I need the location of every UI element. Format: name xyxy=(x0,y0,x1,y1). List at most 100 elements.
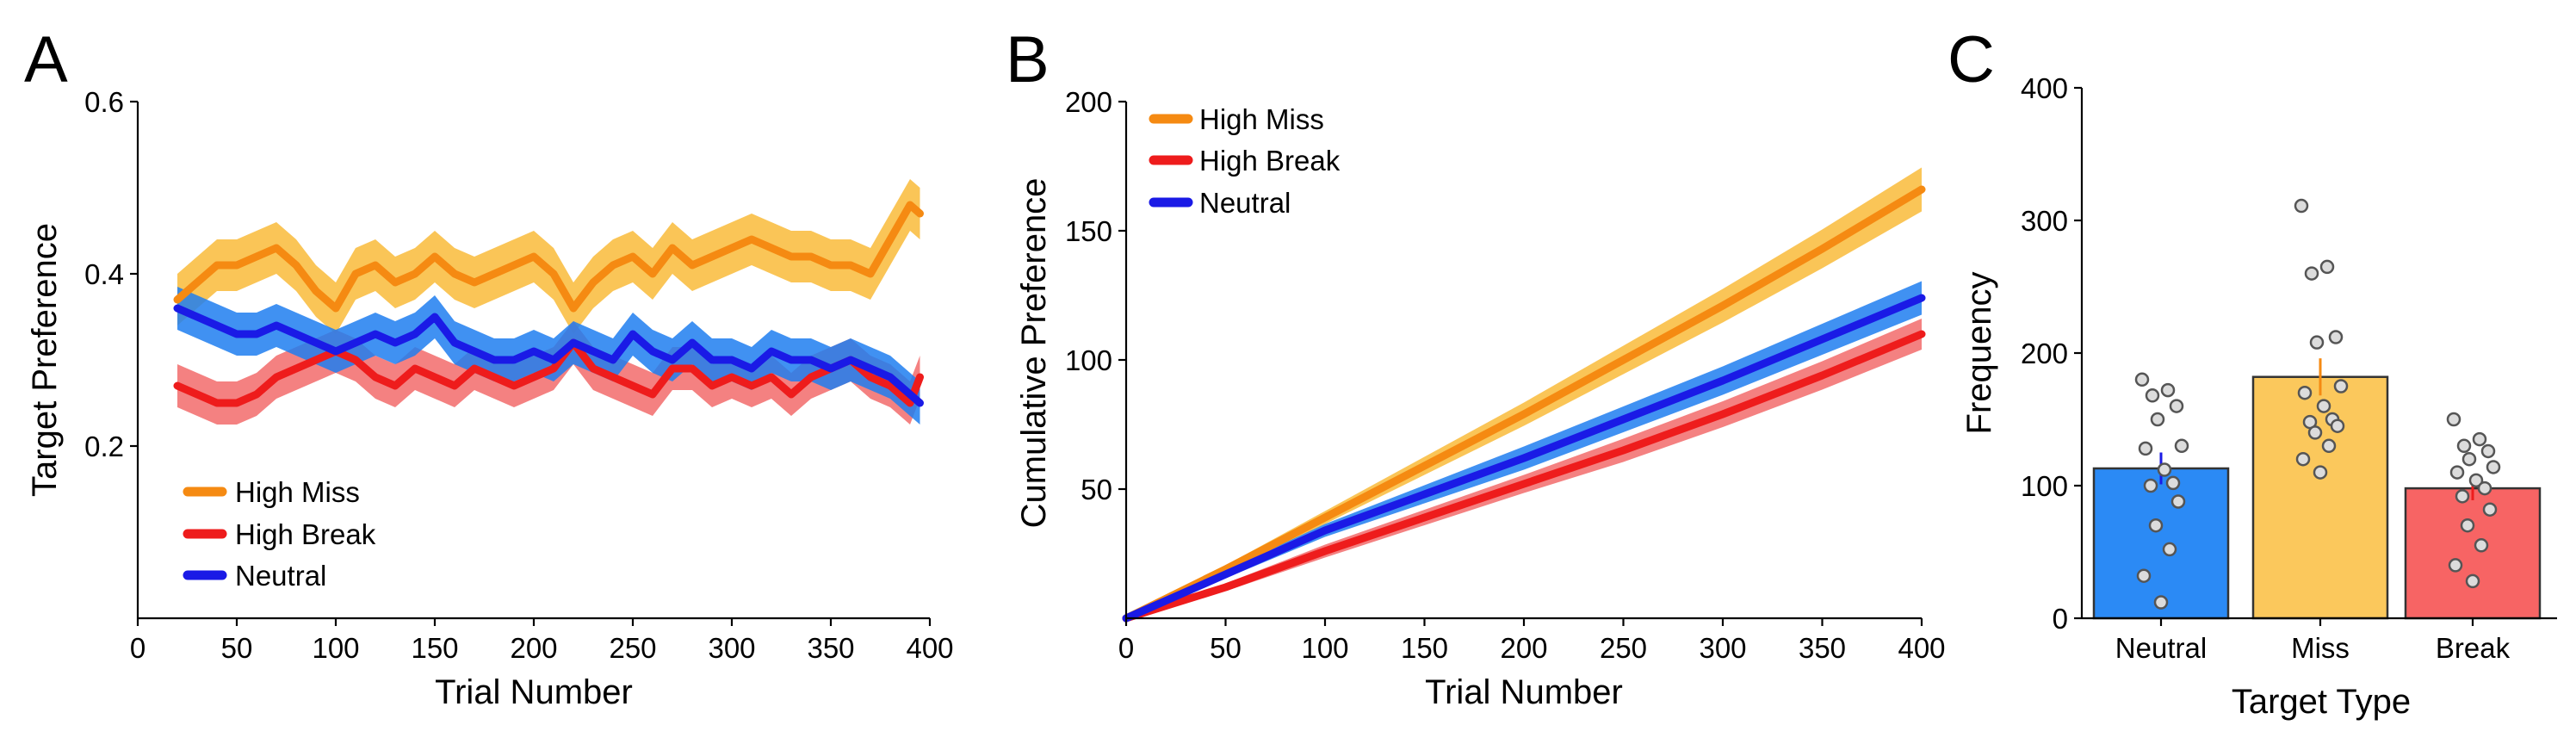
y-tick-label: 0 xyxy=(2053,603,2068,635)
y-tick-label: 0.4 xyxy=(84,258,124,290)
data-point-break xyxy=(2482,502,2498,517)
data-point-neutral xyxy=(2165,475,2181,491)
data-point-miss xyxy=(2309,335,2325,350)
x-tick-label: Miss xyxy=(2291,632,2350,664)
panel-a-x-label: Trial Number xyxy=(435,673,633,711)
legend-label-neutral: Neutral xyxy=(235,560,326,592)
x-tick-label: 50 xyxy=(1210,632,1242,664)
data-point-miss xyxy=(2294,198,2309,214)
y-tick-label: 150 xyxy=(1065,215,1112,247)
x-tick-label: 150 xyxy=(411,632,458,664)
panel-a-legend: High Miss High Break Neutral xyxy=(183,476,376,592)
data-point-break xyxy=(2460,518,2475,533)
data-point-neutral xyxy=(2153,595,2169,610)
x-tick-label: 200 xyxy=(1500,632,1547,664)
x-tick-label: 150 xyxy=(1401,632,1448,664)
y-tick-label: 400 xyxy=(2021,72,2068,104)
data-point-neutral xyxy=(2150,412,2165,427)
data-point-miss xyxy=(2295,451,2311,467)
data-point-neutral xyxy=(2134,372,2150,387)
data-point-miss xyxy=(2330,418,2345,433)
data-point-miss xyxy=(2319,259,2335,275)
data-point-neutral xyxy=(2170,494,2186,509)
data-point-neutral xyxy=(2174,438,2189,454)
data-point-break xyxy=(2465,573,2480,589)
x-tick-label: 400 xyxy=(1898,632,1945,664)
panel-b-x-label: Trial Number xyxy=(1425,673,1623,711)
data-point-break xyxy=(2472,431,2487,447)
panel-c: C Neutral Miss Break 0 100 200 300 400 Target … xyxy=(1947,23,2557,721)
data-point-miss xyxy=(2333,379,2349,394)
panel-a-x-ticks: 0 50 100 150 200 250 300 350 400 xyxy=(130,618,954,664)
x-tick-label: 300 xyxy=(1699,632,1746,664)
data-point-break xyxy=(2477,480,2492,496)
line-high-break xyxy=(1122,330,1926,623)
bar-break xyxy=(2404,487,2542,620)
panel-c-y-ticks: 0 100 200 300 400 xyxy=(2021,72,2082,635)
legend-label-high-break: High Break xyxy=(235,518,376,550)
panel-a-plot-area xyxy=(173,179,924,425)
data-point-break xyxy=(2468,473,2484,488)
data-point-miss xyxy=(2316,399,2331,413)
data-point-break xyxy=(2486,460,2501,474)
line-high-break xyxy=(173,338,924,407)
x-tick-label: 100 xyxy=(1301,632,1348,664)
data-point-neutral xyxy=(2160,382,2176,398)
x-tick-label: 250 xyxy=(609,632,656,664)
line-high-miss xyxy=(173,201,924,313)
x-tick-label: 400 xyxy=(906,632,953,664)
x-tick-label: 250 xyxy=(1600,632,1647,664)
data-point-miss xyxy=(2304,266,2319,281)
y-tick-label: 200 xyxy=(2021,338,2068,369)
panel-a-y-ticks: 0.2 0.4 0.6 xyxy=(84,86,138,462)
legend-label-high-break: High Break xyxy=(1199,145,1341,177)
x-tick-label: Neutral xyxy=(2115,632,2207,664)
line-neutral xyxy=(173,304,924,407)
panel-a: A 0 50 100 150 200 250 300 350 400 0.2 0.4 0.6 Tri… xyxy=(24,23,954,711)
panel-b-y-ticks: 50 100 150 200 xyxy=(1065,86,1126,505)
panel-c-letter: C xyxy=(1947,23,1995,96)
data-point-neutral xyxy=(2148,518,2164,533)
y-tick-label: 100 xyxy=(1065,344,1112,376)
data-point-miss xyxy=(2307,425,2323,440)
panel-c-y-label: Frequency xyxy=(1960,272,1998,435)
panel-b-plot-area xyxy=(1122,167,1926,623)
x-tick-label: 300 xyxy=(708,632,755,664)
data-point-break xyxy=(2480,443,2496,459)
x-tick-label: 0 xyxy=(130,632,146,664)
data-point-break xyxy=(2448,558,2463,573)
data-point-neutral xyxy=(2157,462,2172,477)
legend-label-high-miss: High Miss xyxy=(1199,103,1324,135)
y-tick-label: 50 xyxy=(1081,474,1112,505)
data-point-break xyxy=(2461,451,2477,467)
data-point-miss xyxy=(2297,385,2313,400)
data-point-miss xyxy=(2328,330,2344,344)
y-tick-label: 0.2 xyxy=(84,431,124,462)
data-point-break xyxy=(2449,465,2465,480)
legend-label-high-miss: High Miss xyxy=(235,476,360,508)
data-point-neutral xyxy=(2136,568,2152,583)
data-point-break xyxy=(2446,412,2461,427)
data-point-neutral xyxy=(2162,542,2177,557)
panel-b-y-label: Cumulative Preference xyxy=(1015,178,1053,529)
data-point-miss xyxy=(2321,438,2337,454)
data-point-break xyxy=(2455,489,2470,504)
panel-b-legend: High Miss High Break Neutral xyxy=(1149,103,1341,219)
panel-b-letter: B xyxy=(1006,23,1050,96)
line-high-miss xyxy=(1122,185,1926,623)
data-point-break xyxy=(2456,438,2472,454)
y-tick-label: 0.6 xyxy=(84,86,124,118)
x-tick-label: 200 xyxy=(510,632,557,664)
band-high-miss xyxy=(177,179,920,334)
legend-label-neutral: Neutral xyxy=(1199,187,1291,219)
x-tick-label: Break xyxy=(2436,632,2511,664)
y-tick-label: 100 xyxy=(2021,470,2068,502)
panel-c-x-ticks: Neutral Miss Break xyxy=(2115,618,2511,664)
x-tick-label: 100 xyxy=(312,632,359,664)
data-point-neutral xyxy=(2138,441,2153,456)
data-point-neutral xyxy=(2145,388,2160,403)
panel-c-x-label: Target Type xyxy=(2232,683,2411,721)
y-tick-label: 200 xyxy=(1065,86,1112,118)
line-neutral xyxy=(1122,294,1926,623)
